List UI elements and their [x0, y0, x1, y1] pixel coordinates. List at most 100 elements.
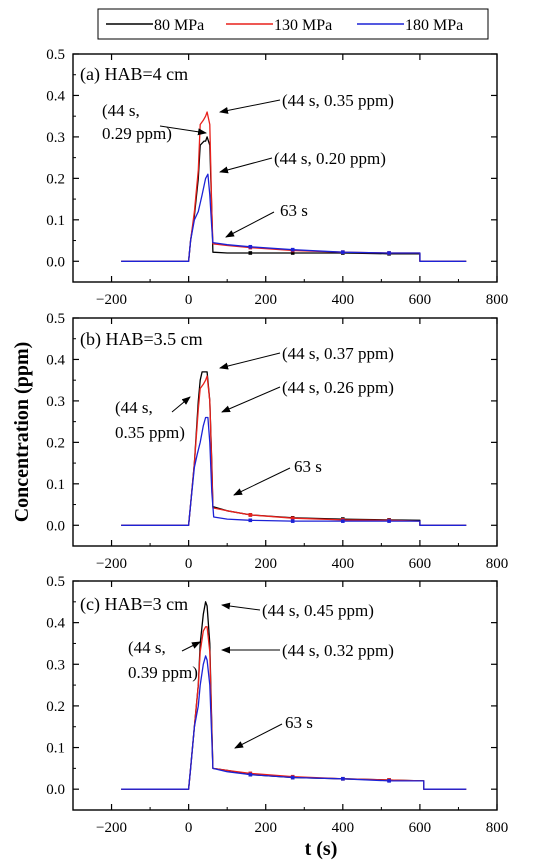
- annotation-text: 63 s: [280, 201, 308, 220]
- y-tick-label: 0.2: [46, 435, 65, 451]
- x-tick-label: 0: [185, 820, 193, 836]
- data-point: [290, 251, 295, 255]
- x-tick-label: −200: [96, 556, 127, 572]
- x-tick-label: 600: [409, 556, 432, 572]
- y-tick-label: 0.2: [46, 171, 65, 187]
- annotation-text: (44 s, 0.26 ppm): [282, 378, 394, 397]
- data-point: [248, 244, 253, 249]
- x-tick-label: 0: [185, 556, 193, 572]
- x-tick-label: 0: [185, 292, 193, 308]
- plot-frame: [72, 317, 498, 547]
- panel-a: −200 0 200 400 600 800 0.0 0.1 0.2 0.3 0.4 0.5 (a) H…: [46, 47, 508, 308]
- data-point: [387, 251, 391, 255]
- data-point: [290, 516, 295, 521]
- y-tick-label: 0.3: [46, 657, 65, 673]
- annotation-text: (44 s,: [128, 638, 166, 657]
- y-tick-label: 0.3: [46, 130, 65, 146]
- annotation-text: (44 s, 0.35 ppm): [282, 91, 394, 110]
- annotation-text: (44 s, 0.32 ppm): [282, 641, 394, 660]
- series-line-180-mpa: [121, 416, 467, 526]
- annotation-text: (44 s,: [115, 398, 153, 417]
- panel-c: −200 0 200 400 600 800 0.0 0.1 0.2 0.3 0.4 0.5 (c) H…: [46, 574, 508, 836]
- annotation-arrow: [219, 352, 281, 370]
- data-point: [248, 513, 253, 517]
- annotation-text: 63 s: [285, 713, 313, 732]
- data-point: [341, 776, 345, 781]
- data-point: [387, 779, 391, 783]
- annotation-arrow: [219, 157, 273, 174]
- x-tick-label: 400: [332, 292, 355, 308]
- legend-box: [97, 8, 489, 40]
- y-tick-label: 0.3: [46, 394, 65, 410]
- x-axis-title: t (s): [305, 838, 338, 860]
- annotation-text: (44 s, 0.45 ppm): [262, 601, 374, 620]
- series-line-130-mpa: [121, 375, 467, 526]
- annotation-text: 0.35 ppm): [115, 423, 185, 442]
- annotation-text: 63 s: [294, 457, 322, 476]
- data-point: [248, 251, 253, 255]
- panel-label: (c) HAB=3 cm: [80, 594, 188, 615]
- data-point: [387, 519, 391, 523]
- annotation-arrow: [225, 211, 275, 238]
- legend-label-80: 80 MPa: [154, 17, 204, 34]
- data-point: [248, 772, 253, 777]
- y-tick-label: 0.4: [46, 352, 65, 368]
- annotation-arrow: [181, 641, 201, 652]
- plot-frame: [72, 53, 498, 283]
- x-tick-label: 400: [332, 820, 355, 836]
- annotation-text: (44 s, 0.20 ppm): [274, 149, 386, 168]
- data-point: [290, 775, 295, 780]
- annotation-arrow: [219, 99, 281, 114]
- y-tick-label: 0.5: [46, 47, 65, 63]
- annotation-arrow: [234, 723, 283, 749]
- data-point: [290, 247, 295, 252]
- y-tick-label: 0.4: [46, 88, 65, 104]
- y-tick-label: 0.5: [46, 574, 65, 590]
- series-line-130-mpa: [121, 111, 467, 262]
- x-tick-label: 400: [332, 556, 355, 572]
- annotation-text: 0.29 ppm): [102, 124, 172, 143]
- y-tick-label: 0.2: [46, 699, 65, 715]
- x-tick-label: 200: [254, 556, 277, 572]
- annotation-arrow: [159, 125, 207, 136]
- data-point: [341, 519, 345, 523]
- y-tick-label: 0.1: [46, 213, 65, 229]
- annotation-arrow: [221, 386, 281, 413]
- x-tick-label: −200: [96, 292, 127, 308]
- panel-label: (b) HAB=3.5 cm: [80, 329, 203, 350]
- y-tick-label: 0.1: [46, 477, 65, 493]
- legend-label-180: 180 MPa: [405, 17, 463, 34]
- panel-label: (a) HAB=4 cm: [80, 64, 188, 85]
- annotation-arrow: [233, 467, 291, 496]
- y-tick-label: 0.0: [46, 782, 65, 798]
- data-point: [290, 519, 295, 523]
- panel-b: −200 0 200 400 600 800 0.0 0.1 0.2 0.3 0.4 0.5 (b) H…: [46, 311, 508, 572]
- y-axis-title: Concentration (ppm): [11, 342, 33, 523]
- y-tick-label: 0.0: [46, 518, 65, 534]
- x-tick-label: 200: [254, 820, 277, 836]
- data-point: [341, 250, 345, 254]
- legend: 80 MPa 130 MPa 180 MPa: [97, 8, 489, 40]
- x-tick-label: 800: [486, 820, 509, 836]
- annotation-text: 0.39 ppm): [128, 663, 198, 682]
- annotation-arrow: [221, 602, 261, 611]
- y-tick-label: 0.5: [46, 311, 65, 327]
- data-point: [248, 518, 253, 523]
- y-tick-label: 0.1: [46, 741, 65, 757]
- x-tick-label: 200: [254, 292, 277, 308]
- x-tick-label: −200: [96, 820, 127, 836]
- annotation-text: (44 s, 0.37 ppm): [282, 344, 394, 363]
- plot-frame: [72, 580, 498, 811]
- legend-label-130: 130 MPa: [274, 17, 332, 34]
- annotation-arrow: [171, 396, 191, 413]
- series-line-180-mpa: [121, 655, 467, 790]
- x-tick-label: 800: [486, 292, 509, 308]
- y-tick-label: 0.4: [46, 616, 65, 632]
- y-tick-label: 0.0: [46, 254, 65, 270]
- x-tick-label: 600: [409, 292, 432, 308]
- series-line-80-mpa: [121, 601, 467, 790]
- annotation-text: (44 s,: [102, 101, 140, 120]
- x-tick-label: 600: [409, 820, 432, 836]
- x-tick-label: 800: [486, 556, 509, 572]
